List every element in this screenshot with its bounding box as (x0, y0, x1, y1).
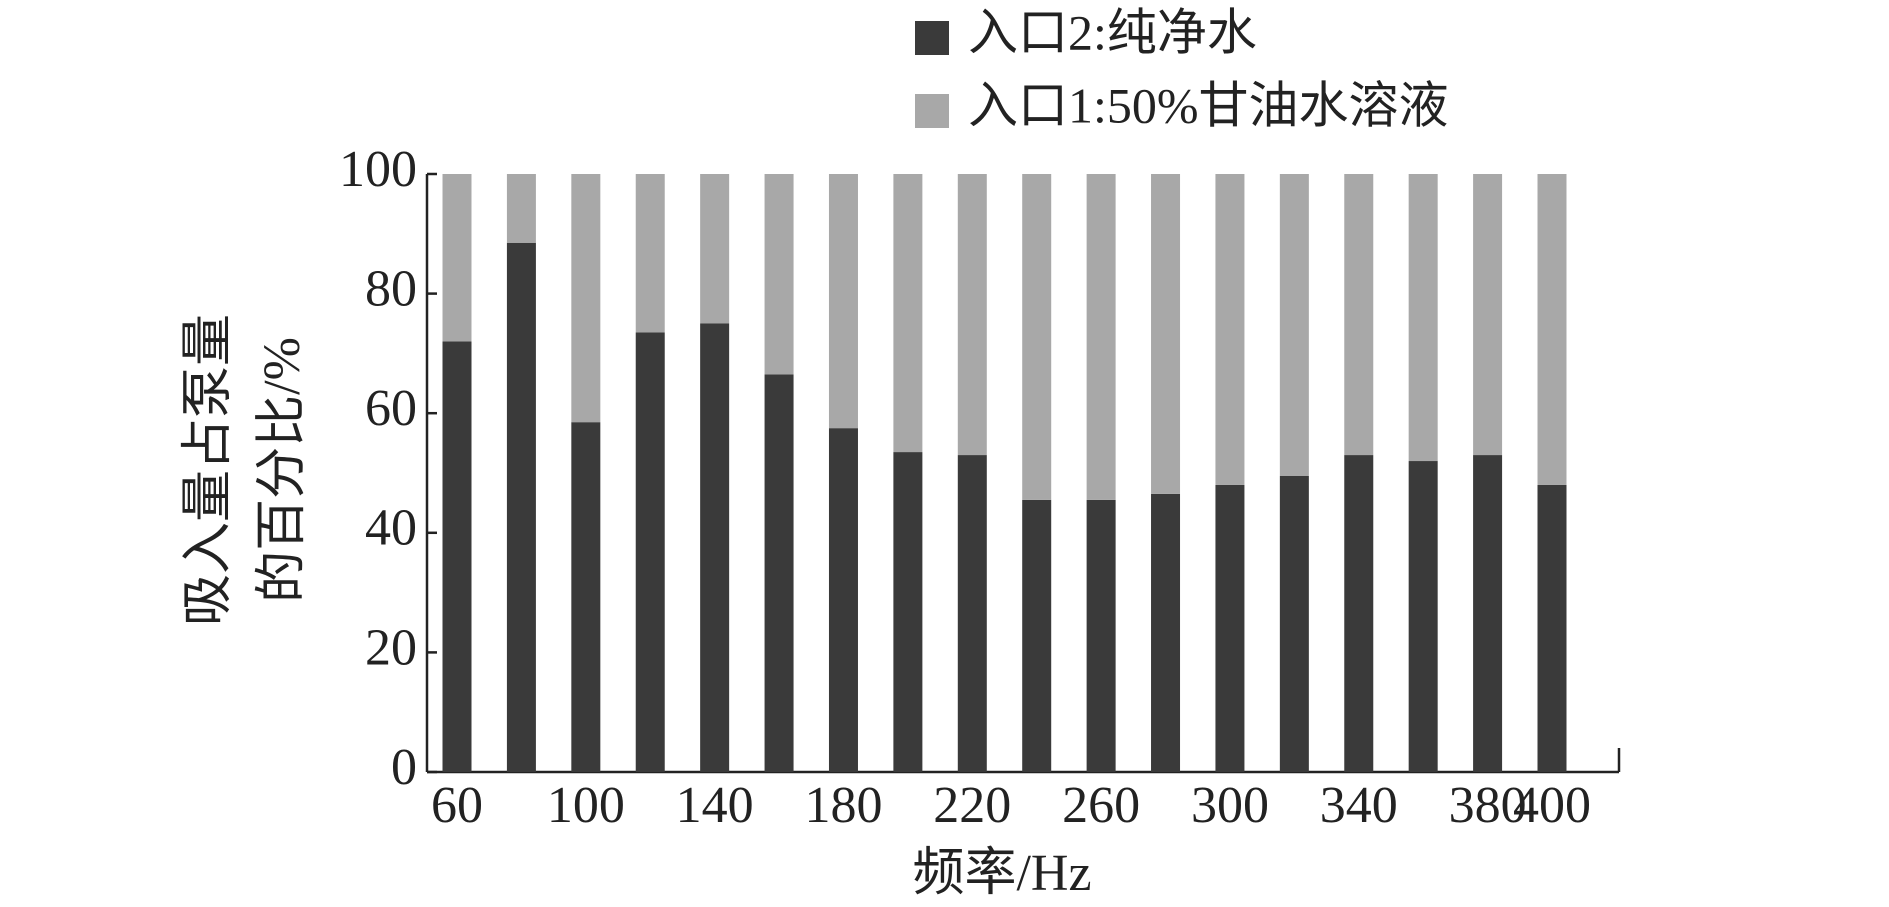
bar-segment (893, 174, 923, 453)
legend-swatch (915, 21, 949, 55)
bar-segment (442, 174, 472, 342)
x-tick-label: 300 (1191, 777, 1269, 834)
bar-segment (1022, 174, 1052, 500)
bar-segment (1022, 499, 1052, 772)
x-tick-label: 380 (1449, 777, 1527, 834)
bar-segment (1279, 174, 1309, 476)
bar-segment (506, 242, 536, 772)
bar-segment (1215, 174, 1245, 485)
y-tick-label: 100 (339, 141, 417, 198)
bar-segment (1473, 455, 1503, 772)
bar-segment (1086, 174, 1116, 500)
x-tick-label: 220 (933, 777, 1011, 834)
legend-label: 入口1:50%甘油水溶液 (968, 77, 1449, 133)
y-axis-label: 吸入量占泵量 (180, 314, 237, 626)
x-tick-label: 260 (1062, 777, 1140, 834)
bar-segment (506, 174, 536, 243)
x-tick-label: 100 (547, 777, 625, 834)
bar-segment (828, 174, 858, 429)
x-tick-label: 180 (804, 777, 882, 834)
y-tick-label: 80 (365, 261, 417, 318)
x-axis-label: 频率/Hz (912, 845, 1091, 902)
bar-segment (1537, 484, 1567, 772)
bar-segment (635, 332, 665, 772)
bar-segment (635, 174, 665, 333)
bar-segment (700, 174, 730, 324)
bar-segment (571, 174, 601, 423)
x-tick-label: 140 (676, 777, 754, 834)
x-tick-label: 60 (431, 777, 483, 834)
y-tick-label: 60 (365, 380, 417, 437)
bar-segment (571, 422, 601, 772)
y-tick-label: 20 (365, 619, 417, 676)
bar-segment (1473, 174, 1503, 456)
x-tick-label: 340 (1320, 777, 1398, 834)
bar-segment (1279, 475, 1309, 772)
bar-segment (957, 174, 987, 456)
bar-segment (764, 374, 794, 772)
x-tick-label: 400 (1513, 777, 1591, 834)
bar-segment (893, 452, 923, 772)
legend-swatch (915, 94, 949, 128)
bar-segment (957, 455, 987, 772)
bar-segment (1215, 484, 1245, 772)
bar-segment (1344, 455, 1374, 772)
bar-segment (1537, 174, 1567, 485)
y-tick-label: 40 (365, 500, 417, 557)
bar-segment (1151, 493, 1181, 772)
bar-segment (1086, 499, 1116, 772)
legend-label: 入口2:纯净水 (968, 4, 1257, 60)
bar-segment (442, 341, 472, 772)
y-tick-label: 0 (391, 739, 417, 796)
bar-segment (1151, 174, 1181, 494)
bar-segment (1344, 174, 1374, 456)
bar-segment (1408, 174, 1438, 462)
bar-segment (764, 174, 794, 375)
bar-segment (700, 323, 730, 772)
bar-segment (828, 428, 858, 772)
y-axis-label: 的百分比/% (254, 337, 311, 603)
bar-segment (1408, 461, 1438, 772)
